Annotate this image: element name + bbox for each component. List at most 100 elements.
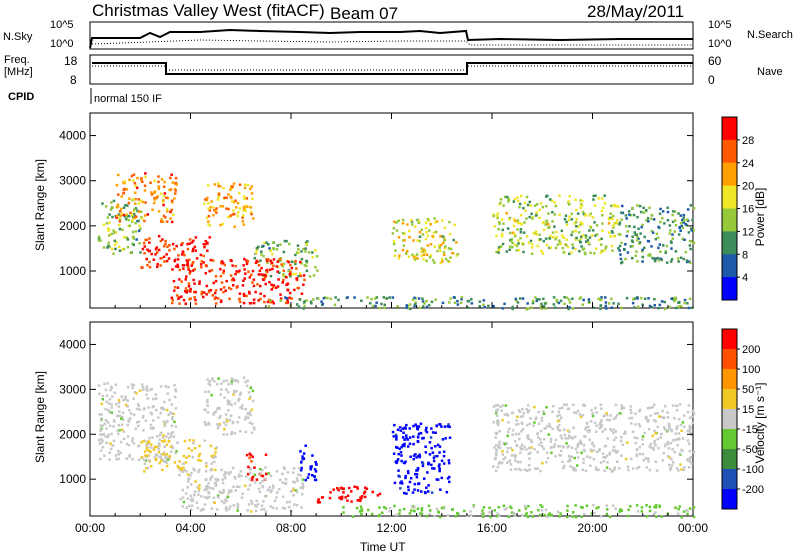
scatter-cell xyxy=(163,192,167,195)
scatter-cell xyxy=(258,482,262,485)
scatter-cell xyxy=(529,417,532,420)
scatter-cell xyxy=(164,421,168,424)
scatter-cell xyxy=(157,187,161,191)
scatter-cell xyxy=(599,251,603,254)
scatter-cell xyxy=(161,406,164,410)
scatter-cell xyxy=(260,474,263,477)
scatter-cell xyxy=(235,379,238,382)
scatter-cell xyxy=(247,488,250,491)
scatter-cell xyxy=(269,474,273,477)
scatter-cell xyxy=(500,461,504,465)
scatter-cell xyxy=(154,253,157,256)
scatter-cell xyxy=(192,441,195,445)
scatter-cell xyxy=(160,178,164,181)
scatter-cell xyxy=(309,468,312,471)
scatter-cell xyxy=(574,447,578,451)
scatter-cell xyxy=(392,242,396,246)
scatter-cell xyxy=(538,513,542,517)
scatter-cell xyxy=(297,274,300,278)
scatter-cell xyxy=(601,430,604,433)
scatter-cell xyxy=(664,250,667,253)
scatter-cell xyxy=(111,232,114,235)
scatter-cell xyxy=(591,229,595,232)
scatter-cell xyxy=(227,472,231,476)
scatter-cell xyxy=(439,423,442,426)
scatter-cell xyxy=(420,247,424,250)
scatter-cell xyxy=(439,249,442,252)
scatter-cell xyxy=(166,392,169,395)
scatter-cell xyxy=(687,306,691,310)
scatter-cell xyxy=(582,448,586,452)
scatter-cell xyxy=(574,248,577,251)
scatter-cell xyxy=(193,290,196,294)
scatter-cell xyxy=(570,233,573,237)
scatter-cell xyxy=(257,487,261,491)
scatter-cell xyxy=(677,418,681,421)
scatter-cell xyxy=(560,229,564,233)
scatter-cell xyxy=(435,507,439,511)
scatter-cell xyxy=(582,298,585,302)
scatter-cell xyxy=(680,429,683,432)
scatter-cell xyxy=(397,257,401,260)
scatter-cell xyxy=(425,253,429,256)
scatter-cell xyxy=(303,264,307,267)
scatter-cell xyxy=(557,301,561,305)
scatter-cell xyxy=(132,237,135,240)
scatter-cell xyxy=(302,274,306,277)
scatter-cell xyxy=(360,497,363,500)
x-tick-label: 20:00 xyxy=(577,521,607,535)
scatter-cell xyxy=(574,468,578,472)
scatter-cell xyxy=(549,246,553,249)
freq-tick-top: 18 xyxy=(64,54,78,68)
scatter-cell xyxy=(541,205,544,209)
scatter-cell xyxy=(644,457,648,460)
scatter-cell xyxy=(636,305,640,308)
scatter-cell xyxy=(286,289,290,292)
scatter-cell xyxy=(265,259,269,263)
scatter-cell xyxy=(158,455,162,459)
scatter-cell xyxy=(686,457,689,461)
scatter-cell xyxy=(602,206,605,209)
scatter-cell xyxy=(597,297,600,300)
scatter-cell xyxy=(166,419,169,423)
scatter-cell xyxy=(645,209,648,212)
scatter-cell xyxy=(631,301,635,305)
scatter-cell xyxy=(229,414,233,418)
scatter-cell xyxy=(244,408,247,411)
scatter-cell xyxy=(557,445,560,448)
scatter-cell xyxy=(415,456,418,459)
scatter-cell xyxy=(178,302,181,305)
scatter-cell xyxy=(653,439,656,443)
scatter-cell xyxy=(231,213,235,216)
scatter-cell xyxy=(134,427,137,431)
scatter-cell xyxy=(575,464,579,467)
scatter-cell xyxy=(641,438,644,441)
scatter-cell xyxy=(174,189,177,192)
scatter-cell xyxy=(417,221,421,224)
scatter-cell xyxy=(204,198,207,201)
scatter-cell xyxy=(674,506,677,509)
scatter-cell xyxy=(551,427,554,431)
scatter-cell xyxy=(525,217,528,220)
scatter-cell xyxy=(495,214,499,218)
scatter-cell xyxy=(559,454,563,457)
colorbar-tick-label: 100 xyxy=(742,364,760,376)
scatter-cell xyxy=(448,436,452,439)
scatter-cell xyxy=(502,442,505,445)
scatter-cell xyxy=(231,264,234,267)
scatter-cell xyxy=(167,386,170,389)
scatter-cell xyxy=(175,244,178,248)
scatter-cell xyxy=(522,243,525,246)
scatter-cell xyxy=(424,429,428,432)
scatter-cell xyxy=(548,225,551,229)
scatter-cell xyxy=(442,507,446,510)
scatter-cell xyxy=(574,229,577,233)
scatter-cell xyxy=(498,461,502,464)
scatter-cell xyxy=(593,421,597,425)
scatter-cell xyxy=(606,437,609,440)
scatter-cell xyxy=(545,204,548,208)
scatter-cell xyxy=(212,281,215,285)
scatter-cell xyxy=(588,429,591,432)
scatter-cell xyxy=(375,296,379,299)
y-tick-label: 1000 xyxy=(59,264,86,278)
